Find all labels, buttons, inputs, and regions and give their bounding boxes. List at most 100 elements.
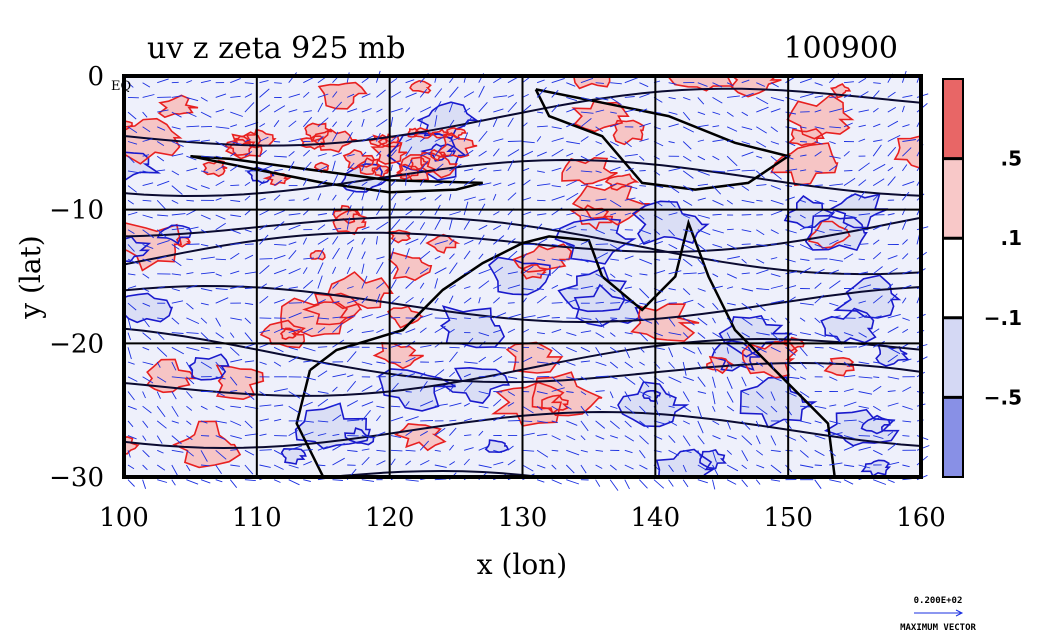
positive-vorticity-contour xyxy=(372,342,424,370)
wind-vector xyxy=(361,237,366,245)
wind-vector xyxy=(215,165,225,172)
wind-vector xyxy=(887,293,898,304)
wind-vector xyxy=(799,361,807,370)
wind-vector xyxy=(332,386,338,392)
wind-vector xyxy=(829,141,836,145)
wind-vector xyxy=(522,77,530,84)
wind-vector xyxy=(712,97,723,104)
wind-vector xyxy=(376,89,386,98)
negative-vorticity-contour xyxy=(655,448,716,477)
wind-vector xyxy=(464,434,472,437)
wind-vector xyxy=(142,420,149,428)
wind-vector xyxy=(449,178,456,186)
positive-vorticity-contour xyxy=(531,371,603,417)
wind-vector xyxy=(317,102,324,113)
wind-vector xyxy=(259,104,271,113)
wind-vector xyxy=(829,199,838,203)
wind-vector xyxy=(419,268,429,275)
wind-vector xyxy=(814,184,823,187)
wind-vector xyxy=(858,213,871,216)
wind-vector xyxy=(770,479,781,482)
wind-vector xyxy=(186,199,194,202)
wind-vector xyxy=(537,433,548,437)
wind-vector xyxy=(566,152,574,157)
wind-vector xyxy=(580,330,592,334)
wind-vector xyxy=(843,346,858,348)
wind-vector xyxy=(186,361,193,372)
positive-vorticity-contour xyxy=(893,135,921,170)
wind-vector xyxy=(902,270,912,275)
wind-vector xyxy=(872,405,881,412)
wind-vector xyxy=(843,419,857,422)
wind-vector xyxy=(317,391,329,394)
wind-vector xyxy=(346,239,355,245)
wind-vector xyxy=(872,239,880,245)
wind-vector xyxy=(902,124,910,128)
wind-vector xyxy=(361,435,376,439)
wind-vector xyxy=(536,405,543,411)
wind-vector xyxy=(843,253,854,260)
wind-vector xyxy=(522,449,535,452)
wind-vector xyxy=(157,214,169,217)
wind-vector xyxy=(186,226,199,231)
wind-vector xyxy=(186,346,200,352)
wind-vector xyxy=(317,237,329,245)
wind-vector xyxy=(448,219,453,230)
wind-vector xyxy=(580,111,594,114)
wind-vector xyxy=(858,391,873,395)
wind-vector xyxy=(390,316,401,319)
y-tick-label: −20 xyxy=(49,329,104,359)
wind-vector xyxy=(522,179,531,186)
wind-vector xyxy=(872,178,885,186)
wind-vector xyxy=(376,181,382,186)
positive-vorticity-fill xyxy=(631,304,700,342)
wind-vector xyxy=(507,94,514,98)
wind-vector xyxy=(697,155,706,161)
wind-vector xyxy=(463,91,475,98)
wind-vector xyxy=(536,295,547,304)
wind-vector xyxy=(420,344,432,348)
wind-vector xyxy=(200,185,210,190)
wind-vector xyxy=(610,155,617,160)
wind-vector xyxy=(186,111,197,118)
wind-vector xyxy=(595,449,604,452)
wind-vector xyxy=(478,356,487,363)
wind-vector xyxy=(463,382,473,392)
wind-vector xyxy=(405,117,415,128)
positive-vorticity-fill xyxy=(771,143,838,186)
wind-vector xyxy=(668,332,682,336)
positive-vorticity-contour xyxy=(172,420,242,469)
wind-vector xyxy=(405,107,411,113)
wind-vector xyxy=(858,376,873,379)
wind-vector xyxy=(390,192,398,201)
wind-vector xyxy=(536,151,547,157)
wind-vector xyxy=(186,376,195,385)
equator-label: EQ xyxy=(111,79,131,94)
wind-vector xyxy=(682,405,692,412)
wind-vector xyxy=(668,199,676,208)
negative-vorticity-contour xyxy=(554,217,637,265)
wind-vector xyxy=(419,250,431,260)
wind-vector xyxy=(317,179,328,186)
wind-vector xyxy=(770,199,784,205)
positive-vorticity-fill xyxy=(513,244,572,272)
wind-vector xyxy=(493,211,500,216)
negative-vorticity-contour xyxy=(188,353,230,381)
wind-vector xyxy=(317,317,330,320)
wind-vector xyxy=(712,139,724,142)
negative-vorticity-contour xyxy=(487,256,551,296)
wind-vector xyxy=(726,286,734,289)
wind-vector xyxy=(200,111,212,118)
wind-vector xyxy=(580,118,592,128)
wind-vector xyxy=(873,82,881,84)
wind-vector xyxy=(624,332,633,335)
wind-vector xyxy=(580,346,590,353)
wind-vector xyxy=(799,449,809,458)
wind-vector xyxy=(361,77,369,84)
wind-vector xyxy=(566,180,578,187)
wind-vector xyxy=(463,196,476,201)
wind-vector xyxy=(405,159,413,172)
wind-vector xyxy=(770,435,777,446)
wind-vector xyxy=(697,435,705,445)
wind-vector xyxy=(332,266,337,274)
